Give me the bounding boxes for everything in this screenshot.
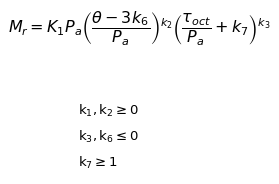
Text: $\mathrm{k_3, k_6} \leq 0$: $\mathrm{k_3, k_6} \leq 0$ [78,129,139,145]
Text: $\mathrm{k_7} \geq 1$: $\mathrm{k_7} \geq 1$ [78,155,118,171]
Text: $M_r = K_1 P_a\left(\dfrac{\theta - 3k_6}{P_a}\right)^{k_2}\left(\dfrac{\tau_{oc: $M_r = K_1 P_a\left(\dfrac{\theta - 3k_6… [8,9,271,48]
Text: $\mathrm{k_1, k_2} \geq 0$: $\mathrm{k_1, k_2} \geq 0$ [78,103,139,119]
